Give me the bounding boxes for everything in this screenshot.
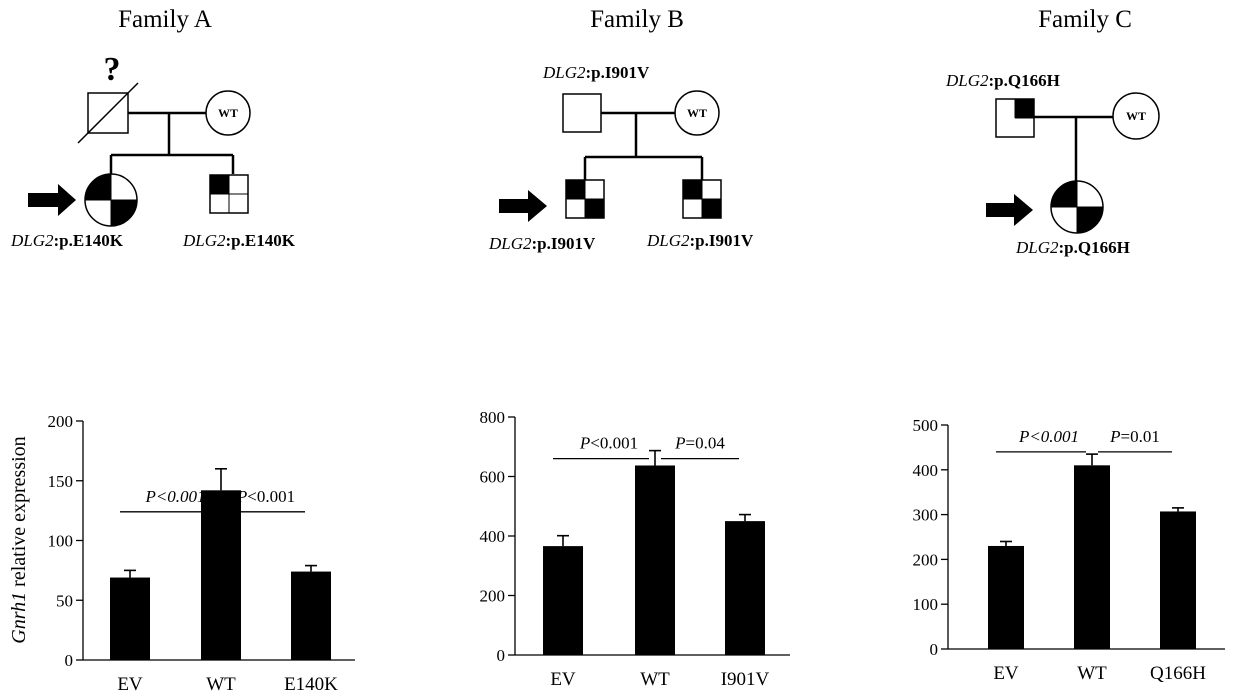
family-c-mother-label: WT [1126,109,1146,123]
family-a-deceased-line [77,82,139,144]
family-c-proband-arrow-icon [986,194,1033,226]
x-category-label: WT [1077,663,1107,684]
pedigree-family-b: Family B DLG2:p.I901V WT DLG2:p.I901V DL… [488,6,754,253]
x-category-label: EV [117,674,143,695]
bar-chart-family-c: 0 100 200 300 400 500 EV WT Q166H P<0.001 P=0.01 [913,416,1225,684]
x-category-label: EV [550,669,576,690]
p-value-label: P<0.001 [236,487,295,506]
family-a-proband-arrow-icon [28,184,76,216]
family-a-title: Family A [118,6,212,33]
bar-wt [1074,465,1110,649]
bar-chart-family-a: 0 50 100 150 200 EV WT E140K P<0.001 P<0.001 [48,412,355,695]
x-category-label: WT [206,674,236,695]
y-tick-label: 100 [48,532,74,551]
bar-e140k [291,571,331,660]
x-category-label: I901V [721,669,770,690]
family-c-father-variant: DLG2:p.Q166H [945,71,1060,90]
family-b-father-symbol [562,93,602,133]
x-category-label: Q166H [1150,663,1206,684]
family-c-proband-variant: DLG2:p.Q166H [1015,238,1130,257]
family-b-title: Family B [590,6,684,33]
y-tick-label: 150 [48,472,74,491]
family-a-sibling-variant: DLG2:p.E140K [182,231,296,250]
bar-ev [543,546,583,655]
p-value-label: P=0.01 [1109,427,1160,446]
bar-q166h [1160,511,1196,649]
pedigree-family-c: Family C DLG2:p.Q166H WT DLG2:p.Q166H [945,6,1160,257]
pedigree-family-a: Family A ? WT DLG2:p.E140K DLG2:p.E140K [10,6,296,250]
family-a-mother-label: WT [218,106,238,120]
x-category-label: WT [640,669,670,690]
family-b-mother-label: WT [687,106,707,120]
y-tick-label: 200 [48,412,74,431]
bar-chart-family-b: 0 200 400 600 800 EV WT I901V P<0.001 P=0.04 [480,408,790,690]
y-tick-label: 400 [480,527,506,546]
family-b-sibling-variant: DLG2:p.I901V [646,231,754,250]
y-tick-label: 500 [913,416,939,435]
chart-a-y-axis-label: Gnrh1 relative expression [8,436,30,643]
y-tick-label: 600 [480,468,506,487]
p-value-label: P<0.001 [144,487,205,506]
p-value-label: P<0.001 [1018,427,1079,446]
y-tick-label: 0 [65,651,74,670]
y-tick-label: 800 [480,408,506,427]
family-b-proband-variant: DLG2:p.I901V [488,234,596,253]
bar-wt [635,465,675,655]
family-a-father-question-mark: ? [104,51,121,88]
y-tick-label: 200 [480,587,506,606]
x-category-label: EV [993,663,1019,684]
y-tick-label: 0 [930,640,939,659]
y-tick-label: 0 [497,646,506,665]
bar-ev [988,545,1024,649]
bar-wt [201,490,241,660]
y-tick-label: 400 [913,461,939,480]
y-tick-label: 200 [913,550,939,569]
p-value-label: P<0.001 [579,434,638,453]
family-c-title: Family C [1038,6,1132,33]
family-b-proband-arrow-icon [499,190,547,222]
bar-ev [110,577,150,660]
x-category-label: E140K [284,674,338,695]
p-value-label: P=0.04 [674,434,725,453]
family-a-proband-variant: DLG2:p.E140K [10,231,124,250]
family-b-father-variant: DLG2:p.I901V [542,63,650,82]
y-tick-label: 100 [913,595,939,614]
bar-i901v [725,521,765,655]
y-tick-label: 300 [913,506,939,525]
y-tick-label: 50 [56,591,73,610]
